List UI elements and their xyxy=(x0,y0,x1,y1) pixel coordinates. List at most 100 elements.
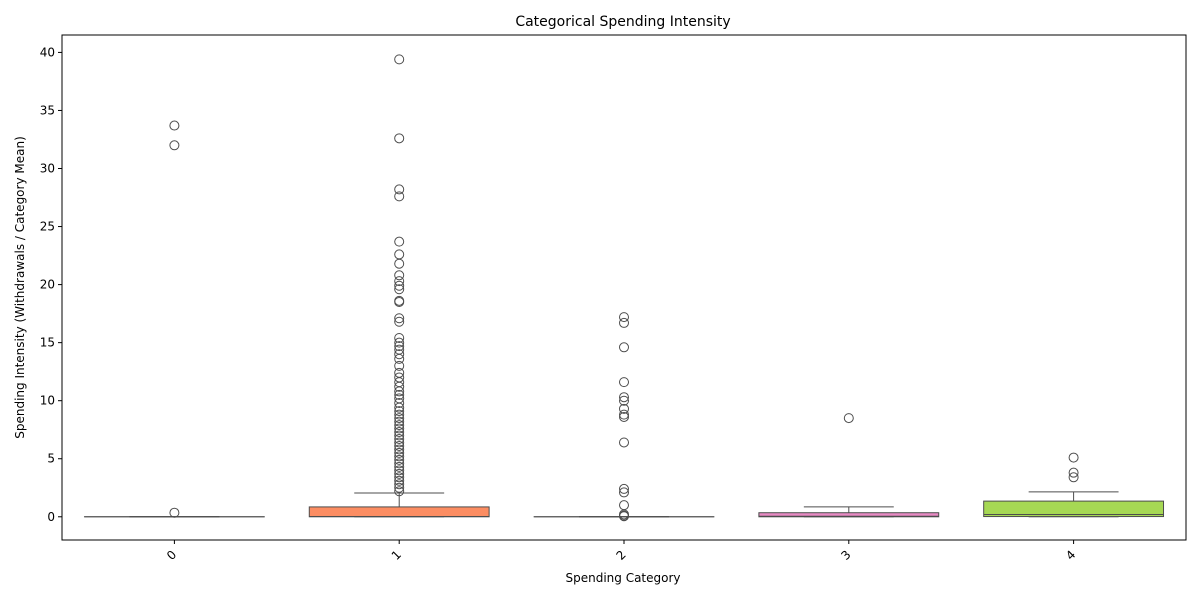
outlier-point xyxy=(394,437,405,448)
y-tick-label: 5 xyxy=(47,452,55,466)
outlier-point xyxy=(394,389,405,400)
outlier-point xyxy=(619,342,629,353)
outlier-point xyxy=(394,284,405,295)
outlier-point xyxy=(394,430,405,441)
x-axis-label: Spending Category xyxy=(565,571,680,585)
outlier-point xyxy=(394,54,405,65)
outlier-point xyxy=(394,486,405,497)
outlier-point xyxy=(619,511,629,522)
outlier-point xyxy=(394,184,405,195)
outlier-point xyxy=(394,360,405,371)
outlier-point xyxy=(394,472,405,483)
y-axis-label: Spending Intensity (Withdrawals / Catego… xyxy=(13,136,27,439)
axes-frame xyxy=(61,34,1187,541)
outlier-point xyxy=(619,392,629,403)
y-tick-label: 40 xyxy=(40,45,55,59)
y-tick-label: 20 xyxy=(40,278,55,292)
outlier-point xyxy=(394,458,405,469)
outlier-point xyxy=(394,402,405,413)
outlier-point xyxy=(394,133,405,144)
outlier-point xyxy=(394,434,405,444)
iqr-box xyxy=(758,512,940,518)
outlier-point xyxy=(619,487,629,498)
outlier-point xyxy=(394,276,405,287)
outlier-point xyxy=(619,377,629,388)
iqr-box xyxy=(983,500,1165,518)
outlier-point xyxy=(394,191,405,202)
outlier-point xyxy=(619,411,629,422)
outlier-point xyxy=(394,341,405,352)
outlier-point xyxy=(394,297,405,308)
outlier-point xyxy=(619,437,629,448)
x-tick-label-1: 1 xyxy=(389,548,404,563)
outlier-point xyxy=(1068,452,1079,463)
iqr-box xyxy=(308,506,490,518)
y-tick-label: 15 xyxy=(40,336,55,350)
outlier-point xyxy=(394,440,405,451)
outlier-point xyxy=(1068,472,1079,483)
outlier-point xyxy=(394,423,405,434)
outlier-point xyxy=(394,353,405,364)
outlier-point xyxy=(619,403,629,414)
outlier-point xyxy=(394,316,405,327)
outlier-point xyxy=(619,317,629,328)
outlier-point xyxy=(394,270,405,281)
outlier-point xyxy=(394,249,405,260)
x-tick-label-0: 0 xyxy=(164,548,179,563)
outlier-point xyxy=(394,420,405,431)
y-tick-label: 0 xyxy=(47,510,55,524)
outlier-point xyxy=(394,461,405,472)
plot-area xyxy=(83,54,1165,522)
y-tick-label: 25 xyxy=(40,220,55,234)
x-tick-label-3: 3 xyxy=(838,548,853,563)
x-tick-label-4: 4 xyxy=(1063,548,1078,563)
outlier-point xyxy=(394,468,405,479)
outlier-point xyxy=(394,333,405,343)
y-axis: 0 5 10 15 20 25 30 35 40 xyxy=(40,45,62,524)
outlier-point xyxy=(394,398,405,409)
outlier-point xyxy=(394,427,405,438)
outlier-point xyxy=(394,313,405,324)
chart-title: Categorical Spending Intensity xyxy=(515,14,730,30)
box-category-3 xyxy=(758,413,940,518)
outlier-point xyxy=(394,386,405,397)
outlier-point xyxy=(1068,467,1079,478)
outlier-point xyxy=(619,500,629,511)
outlier-point xyxy=(394,409,405,420)
outlier-point xyxy=(394,236,405,247)
outlier-point xyxy=(619,395,629,406)
x-axis: 0 1 2 3 4 xyxy=(164,540,1078,563)
outlier-point xyxy=(169,140,180,151)
outlier-point xyxy=(394,444,405,455)
outlier-point xyxy=(394,406,405,417)
outlier-point xyxy=(843,413,854,424)
outlier-point xyxy=(394,479,405,490)
y-tick-label: 10 xyxy=(40,394,55,408)
outlier-point xyxy=(619,312,629,323)
outlier-point xyxy=(169,120,180,131)
outlier-point xyxy=(394,454,405,465)
outlier-point xyxy=(619,483,629,494)
outlier-point xyxy=(394,447,405,458)
outlier-point xyxy=(394,416,405,427)
outlier-point xyxy=(394,258,405,269)
outlier-point xyxy=(394,349,405,360)
outlier-point xyxy=(394,451,405,462)
box-category-1 xyxy=(308,54,490,518)
box-category-0 xyxy=(83,120,265,518)
outlier-point xyxy=(394,465,405,476)
box-category-4 xyxy=(983,452,1165,518)
outlier-point xyxy=(169,507,180,518)
y-tick-label: 30 xyxy=(40,162,55,176)
outlier-point xyxy=(394,475,405,486)
box-category-2 xyxy=(533,312,715,522)
outlier-point xyxy=(394,337,405,348)
x-tick-label-2: 2 xyxy=(614,548,629,563)
outlier-point xyxy=(619,409,629,420)
outlier-point xyxy=(394,381,405,392)
outlier-point xyxy=(394,280,405,291)
y-tick-label: 35 xyxy=(40,103,55,117)
outlier-point xyxy=(394,413,405,424)
outlier-point xyxy=(394,482,405,493)
